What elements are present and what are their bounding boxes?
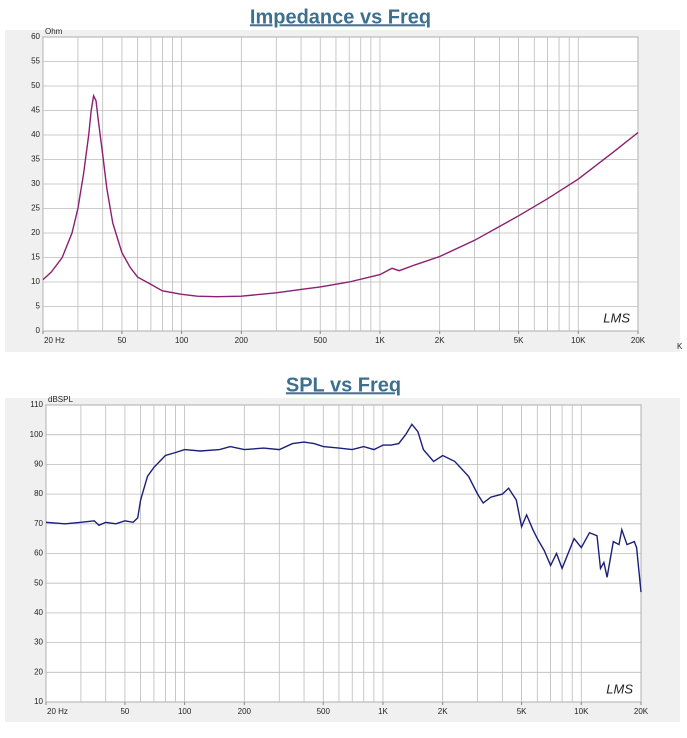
y-tick-label: 60 (31, 32, 40, 41)
y-tick-label: 35 (31, 155, 40, 164)
y-tick-label: 5 (36, 302, 41, 311)
x-tick-label: 200 (238, 707, 252, 716)
y-tick-label: 60 (34, 549, 43, 558)
x-tick-label: 5K (517, 707, 527, 716)
y-tick-label: 0 (36, 326, 41, 335)
x-tick-label: 500 (317, 707, 331, 716)
y-tick-label: 20 (31, 228, 40, 237)
x-tick-label: 50 (120, 707, 129, 716)
y-tick-label: 25 (31, 204, 40, 213)
y-axis-label: dBSPL (48, 395, 73, 404)
x-tick-label: 5K (514, 336, 524, 345)
x-tick-label: 100 (178, 707, 192, 716)
data-line (42, 93, 639, 298)
x-tick-label: 20 Hz (44, 336, 65, 345)
x-tick-label: 2K (438, 707, 448, 716)
y-tick-label: 70 (34, 519, 43, 528)
y-tick-label: 40 (31, 130, 40, 139)
x-tick-label: 50 (117, 336, 126, 345)
x-tick-label: 500 (314, 336, 328, 345)
y-tick-label: 50 (31, 81, 40, 90)
annotation: K (677, 342, 683, 351)
x-tick-label: 20K (634, 707, 649, 716)
y-tick-label: 10 (31, 277, 40, 286)
x-tick-label: 10K (574, 707, 589, 716)
y-tick-label: 80 (34, 489, 43, 498)
x-tick-label: 200 (235, 336, 249, 345)
y-tick-label: 30 (31, 179, 40, 188)
y-tick-label: 40 (34, 608, 43, 617)
x-tick-label: 20K (631, 336, 646, 345)
y-tick-label: 100 (30, 430, 44, 439)
x-tick-label: 1K (378, 707, 388, 716)
watermark: LMS (603, 310, 630, 325)
x-tick-label: 20 Hz (47, 707, 68, 716)
x-tick-label: 1K (375, 336, 385, 345)
y-tick-label: 45 (31, 106, 40, 115)
chart-title: Impedance vs Freq (250, 6, 431, 28)
data-line (45, 423, 642, 593)
y-tick-label: 50 (34, 578, 43, 587)
x-tick-label: 2K (435, 336, 445, 345)
y-tick-label: 15 (31, 253, 40, 262)
chart-title: SPL vs Freq (286, 374, 401, 396)
y-tick-label: 90 (34, 460, 43, 469)
y-tick-label: 30 (34, 638, 43, 647)
y-tick-label: 10 (34, 697, 43, 706)
watermark: LMS (606, 681, 633, 696)
y-axis-label: Ohm (45, 27, 63, 36)
y-tick-label: 55 (31, 57, 40, 66)
x-tick-label: 10K (571, 336, 586, 345)
y-tick-label: 20 (34, 667, 43, 676)
x-tick-label: 100 (175, 336, 189, 345)
y-tick-label: 110 (30, 400, 43, 409)
